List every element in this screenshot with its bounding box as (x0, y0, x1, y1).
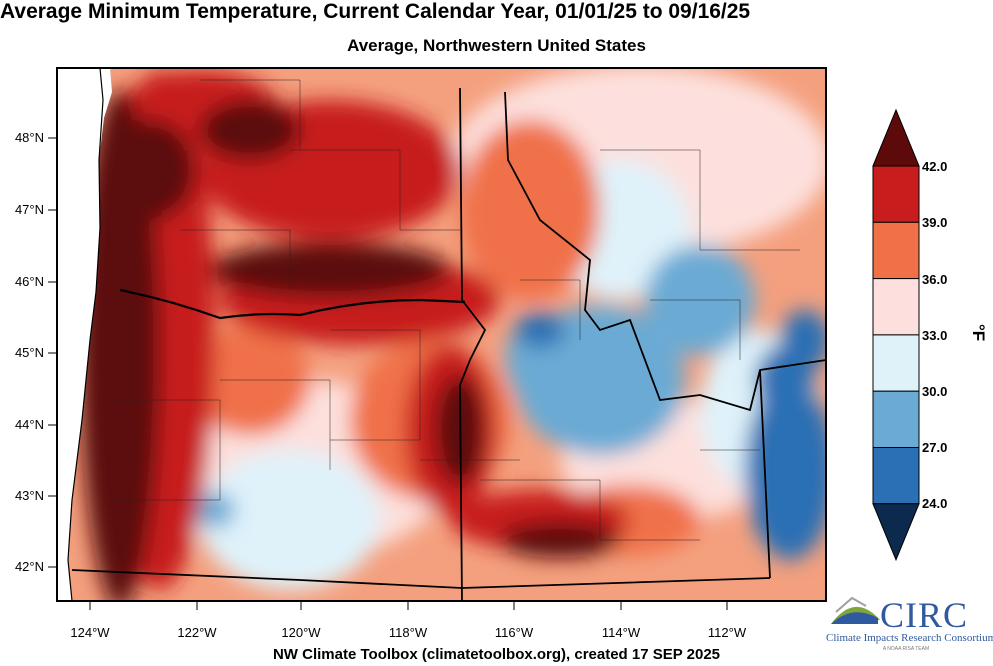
state-boundaries (67, 67, 827, 602)
lon-label: 124°W (70, 625, 110, 640)
lat-label: 43°N (14, 488, 44, 503)
colorbar-segment (872, 334, 920, 392)
colorbar-segment (872, 221, 920, 280)
colorbar-bottom-triangle (872, 503, 920, 562)
lat-label: 45°N (14, 345, 44, 360)
colorbar (872, 108, 920, 562)
lon-label: 118°W (388, 625, 428, 640)
colorbar-tick-label: 30.0 (922, 384, 948, 399)
colorbar-segment (872, 447, 920, 505)
lat-label: 44°N (14, 417, 44, 432)
colorbar-segment (872, 165, 920, 223)
map-frame (56, 67, 827, 602)
colorbar-top-triangle (872, 108, 920, 167)
colorbar-tick-label: 36.0 (922, 272, 948, 287)
lat-label: 47°N (14, 202, 44, 217)
colorbar-tick-label: 39.0 (922, 215, 948, 230)
colorbar-tick-label: 24.0 (922, 496, 948, 511)
colorbar-tick-label: 33.0 (922, 328, 948, 343)
lon-label: 112°W (707, 625, 747, 640)
lon-label: 114°W (601, 625, 641, 640)
circ-logo-graphic (831, 596, 880, 624)
map-credit: NW Climate Toolbox (climatetoolbox.org),… (272, 646, 721, 663)
circ-logo: CIRC Climate Impacts Research Consortium… (826, 588, 993, 658)
county-boundaries (110, 79, 800, 541)
colorbar-units: °F (969, 324, 988, 342)
map-subtitle: Average, Northwestern United States (347, 36, 646, 55)
lon-label: 122°W (177, 625, 217, 640)
lon-label: 120°W (281, 625, 321, 640)
lat-label: 46°N (14, 274, 44, 289)
map-title: Average Minimum Temperature, Current Cal… (0, 0, 751, 23)
axis-ticks (48, 137, 728, 610)
lat-label: 42°N (14, 559, 44, 574)
colorbar-segment (872, 278, 920, 336)
colorbar-tick-label: 27.0 (922, 440, 948, 455)
circ-logo-tagline: A NOAA RISA TEAM (882, 646, 930, 652)
colorbar-segment (872, 390, 920, 449)
circ-logo-name: CIRC (880, 595, 969, 635)
circ-logo-subtitle: Climate Impacts Research Consortium (826, 632, 993, 644)
temperature-field (57, 68, 826, 601)
colorbar-tick-label: 42.0 (922, 159, 948, 174)
lon-label: 116°W (494, 625, 534, 640)
lat-label: 48°N (14, 130, 44, 145)
